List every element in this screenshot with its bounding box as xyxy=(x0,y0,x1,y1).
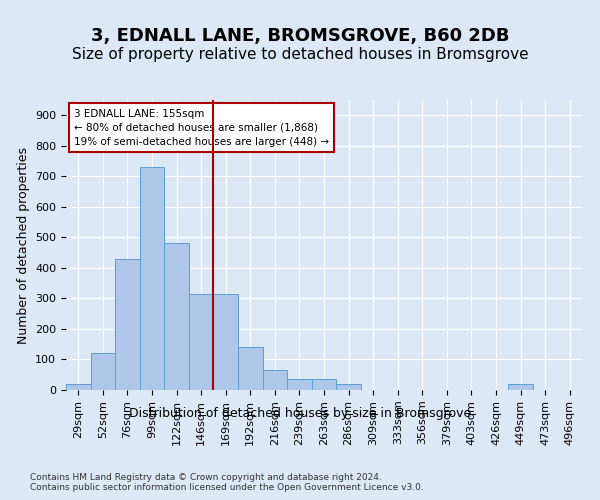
Y-axis label: Number of detached properties: Number of detached properties xyxy=(17,146,29,344)
Bar xyxy=(91,354,115,390)
Bar xyxy=(263,370,287,390)
Bar xyxy=(336,384,361,390)
Bar xyxy=(214,294,238,390)
Bar xyxy=(66,384,91,390)
Text: Distribution of detached houses by size in Bromsgrove: Distribution of detached houses by size … xyxy=(129,408,471,420)
Text: Contains HM Land Registry data © Crown copyright and database right 2024.
Contai: Contains HM Land Registry data © Crown c… xyxy=(30,472,424,492)
Bar xyxy=(287,380,312,390)
Text: Size of property relative to detached houses in Bromsgrove: Size of property relative to detached ho… xyxy=(71,48,529,62)
Text: 3, EDNALL LANE, BROMSGROVE, B60 2DB: 3, EDNALL LANE, BROMSGROVE, B60 2DB xyxy=(91,28,509,46)
Bar xyxy=(238,348,263,390)
Text: 3 EDNALL LANE: 155sqm
← 80% of detached houses are smaller (1,868)
19% of semi-d: 3 EDNALL LANE: 155sqm ← 80% of detached … xyxy=(74,108,329,146)
Bar xyxy=(164,244,189,390)
Bar xyxy=(140,167,164,390)
Bar xyxy=(312,380,336,390)
Bar xyxy=(115,258,140,390)
Bar xyxy=(189,294,214,390)
Bar xyxy=(508,384,533,390)
